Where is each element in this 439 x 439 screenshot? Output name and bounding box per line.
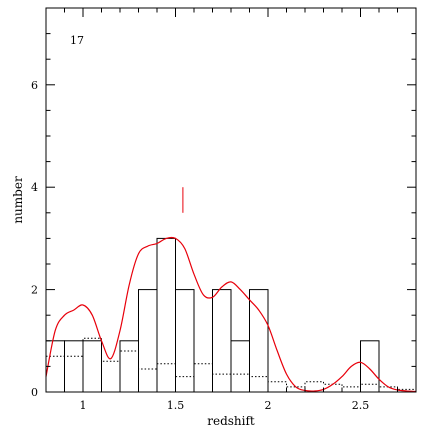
x-axis-label: redshift (207, 414, 255, 428)
smoothed-curve (45, 236, 417, 393)
panel-label: 17 (70, 34, 84, 47)
y-tick-label: 0 (31, 386, 38, 399)
y-tick-label: 4 (31, 181, 38, 194)
x-tick-label: 2.5 (352, 399, 370, 412)
tick-labels: 1 1.5 2 2.5 0 2 4 6 (31, 79, 369, 412)
histogram-bar (175, 289, 195, 393)
histogram-bar (230, 340, 250, 393)
y-tick-label: 6 (31, 79, 38, 92)
y-axis-label: number (11, 176, 25, 224)
histogram-series (45, 237, 380, 393)
histogram-bar (64, 340, 84, 393)
y-tick-label: 2 (31, 284, 38, 297)
histogram-bar (156, 237, 176, 393)
histogram-bar (119, 340, 139, 393)
smoothed-distribution-series (45, 236, 417, 393)
x-tick-label: 1.5 (167, 399, 185, 412)
histogram-bar (138, 289, 158, 393)
axis-ticks (45, 7, 417, 393)
x-tick-label: 2 (265, 399, 272, 412)
x-tick-label: 1 (80, 399, 87, 412)
histogram-bar (212, 289, 232, 393)
histogram-bar (82, 340, 102, 393)
